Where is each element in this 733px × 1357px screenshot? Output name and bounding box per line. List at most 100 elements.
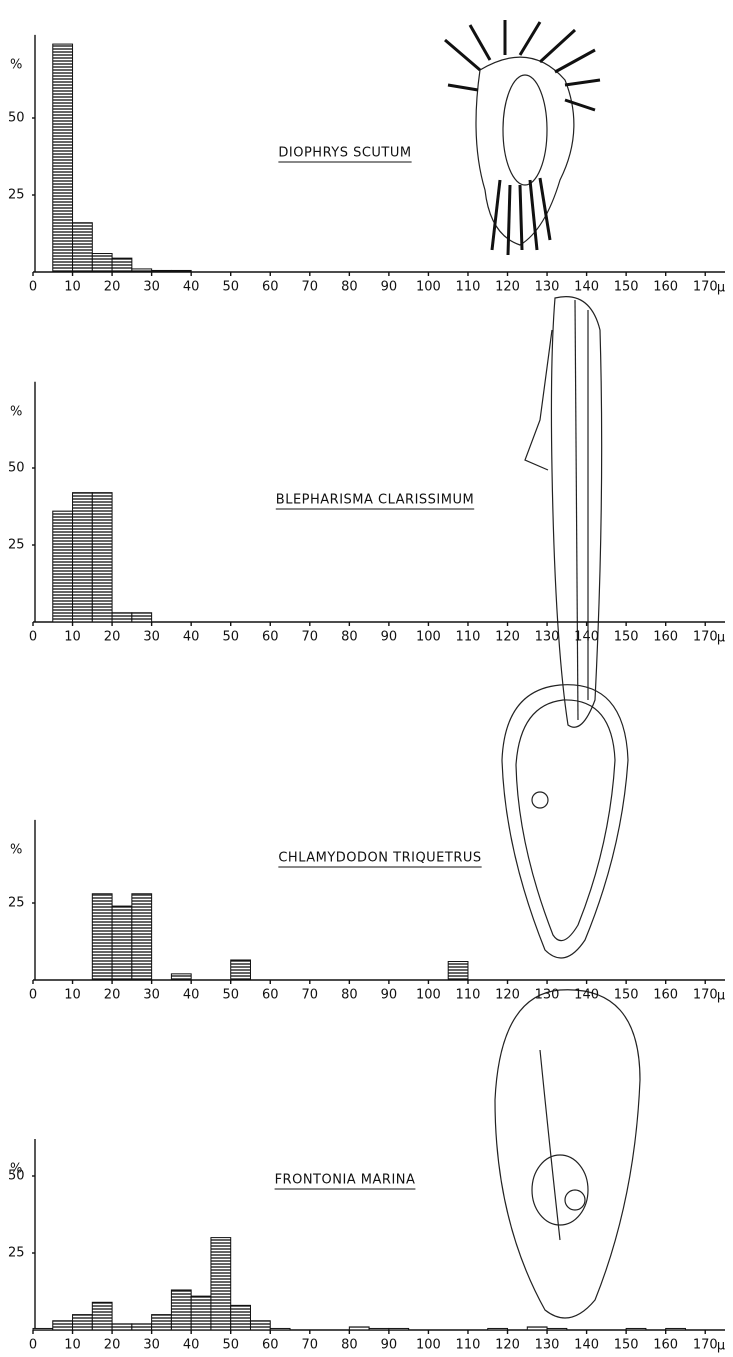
x-tick-label: 140	[574, 630, 599, 645]
bar	[131, 1323, 153, 1331]
x-tick-label: 0	[29, 988, 37, 1003]
illustration-frontonia	[494, 989, 641, 1319]
x-tick-label: 100	[416, 988, 441, 1003]
bar	[131, 268, 153, 273]
x-tick-label: 120	[495, 988, 520, 1003]
x-unit: μ	[717, 989, 725, 1004]
bar	[91, 492, 113, 623]
x-tick-label: 170	[693, 1338, 718, 1353]
x-tick-label: 40	[183, 630, 200, 645]
x-tick-label: 40	[183, 1338, 200, 1353]
x-tick-label: 130	[535, 630, 560, 645]
x-tick-label: 110	[456, 1338, 481, 1353]
x-tick-label: 160	[653, 988, 678, 1003]
x-tick-label: 70	[302, 988, 319, 1003]
bar	[546, 1327, 568, 1331]
bar	[368, 1327, 390, 1331]
bar	[72, 492, 93, 623]
bar	[210, 1237, 232, 1331]
y-tick-label: 50	[8, 461, 25, 476]
y-tick-label: 50	[8, 111, 25, 126]
y-unit: %	[10, 1162, 22, 1177]
x-tick-label: 50	[222, 630, 239, 645]
species-title: FRONTONIA MARINA	[275, 1173, 416, 1188]
bar	[111, 1323, 133, 1331]
y-tick-label: 25	[8, 896, 25, 911]
bar	[91, 893, 113, 981]
x-tick-label: 100	[416, 630, 441, 645]
x-tick-label: 20	[104, 1338, 121, 1353]
x-tick-label: 0	[29, 1338, 37, 1353]
x-tick-label: 60	[262, 988, 279, 1003]
bar	[91, 1301, 113, 1331]
x-tick-label: 60	[262, 280, 279, 295]
x-tick-label: 90	[381, 988, 398, 1003]
x-unit: μ	[717, 281, 725, 296]
y-unit: %	[10, 842, 22, 857]
x-tick-label: 140	[574, 1338, 599, 1353]
bar	[190, 1295, 212, 1331]
x-tick-label: 60	[262, 630, 279, 645]
y-tick-label: 25	[8, 538, 25, 553]
illustration-diophrys	[444, 20, 601, 256]
bar	[72, 1314, 93, 1331]
x-tick-label: 70	[302, 280, 319, 295]
x-tick-label: 20	[104, 630, 121, 645]
x-tick-label: 140	[574, 280, 599, 295]
bar	[32, 1327, 54, 1331]
x-tick-label: 20	[104, 280, 121, 295]
x-tick-label: 30	[143, 988, 160, 1003]
illustration-blepharisma	[524, 296, 603, 728]
x-tick-label: 100	[416, 280, 441, 295]
x-tick-label: 160	[653, 280, 678, 295]
x-tick-label: 150	[614, 630, 639, 645]
x-tick-label: 80	[341, 988, 358, 1003]
x-tick-label: 120	[495, 1338, 520, 1353]
x-tick-label: 90	[381, 1338, 398, 1353]
x-tick-label: 40	[183, 280, 200, 295]
x-tick-label: 110	[456, 988, 481, 1003]
bar	[487, 1327, 509, 1331]
y-tick-label: 25	[8, 188, 25, 203]
x-tick-label: 170	[693, 630, 718, 645]
bar	[447, 961, 469, 981]
bar	[170, 269, 192, 273]
bar	[72, 222, 93, 273]
bar	[269, 1327, 291, 1331]
bar	[111, 612, 133, 623]
x-tick-label: 100	[416, 1338, 441, 1353]
x-tick-label: 30	[143, 1338, 160, 1353]
bar	[230, 959, 251, 981]
x-tick-label: 80	[341, 1338, 358, 1353]
bar	[249, 1320, 271, 1331]
x-tick-label: 30	[143, 630, 160, 645]
x-unit: μ	[717, 1339, 725, 1354]
bar	[348, 1326, 370, 1331]
x-tick-label: 40	[183, 988, 200, 1003]
x-tick-label: 60	[262, 1338, 279, 1353]
bar	[52, 510, 74, 623]
bar	[131, 893, 153, 981]
x-tick-label: 50	[222, 280, 239, 295]
bar	[625, 1327, 647, 1331]
bar	[388, 1327, 410, 1331]
species-title: DIOPHRYS SCUTUM	[278, 146, 411, 161]
illustration-chlamydodon	[501, 684, 629, 959]
x-tick-label: 150	[614, 280, 639, 295]
x-tick-label: 120	[495, 630, 520, 645]
species-title: CHLAMYDODON TRIQUETRUS	[278, 851, 481, 866]
x-tick-label: 160	[653, 1338, 678, 1353]
bar	[230, 1304, 251, 1331]
bar	[170, 973, 192, 981]
bar	[151, 269, 172, 273]
x-tick-label: 90	[381, 280, 398, 295]
x-tick-label: 70	[302, 1338, 319, 1353]
x-tick-label: 130	[535, 988, 560, 1003]
x-tick-label: 10	[64, 630, 81, 645]
x-tick-label: 0	[29, 630, 37, 645]
x-tick-label: 140	[574, 988, 599, 1003]
x-tick-label: 10	[64, 988, 81, 1003]
x-tick-label: 80	[341, 630, 358, 645]
bar	[131, 612, 153, 623]
